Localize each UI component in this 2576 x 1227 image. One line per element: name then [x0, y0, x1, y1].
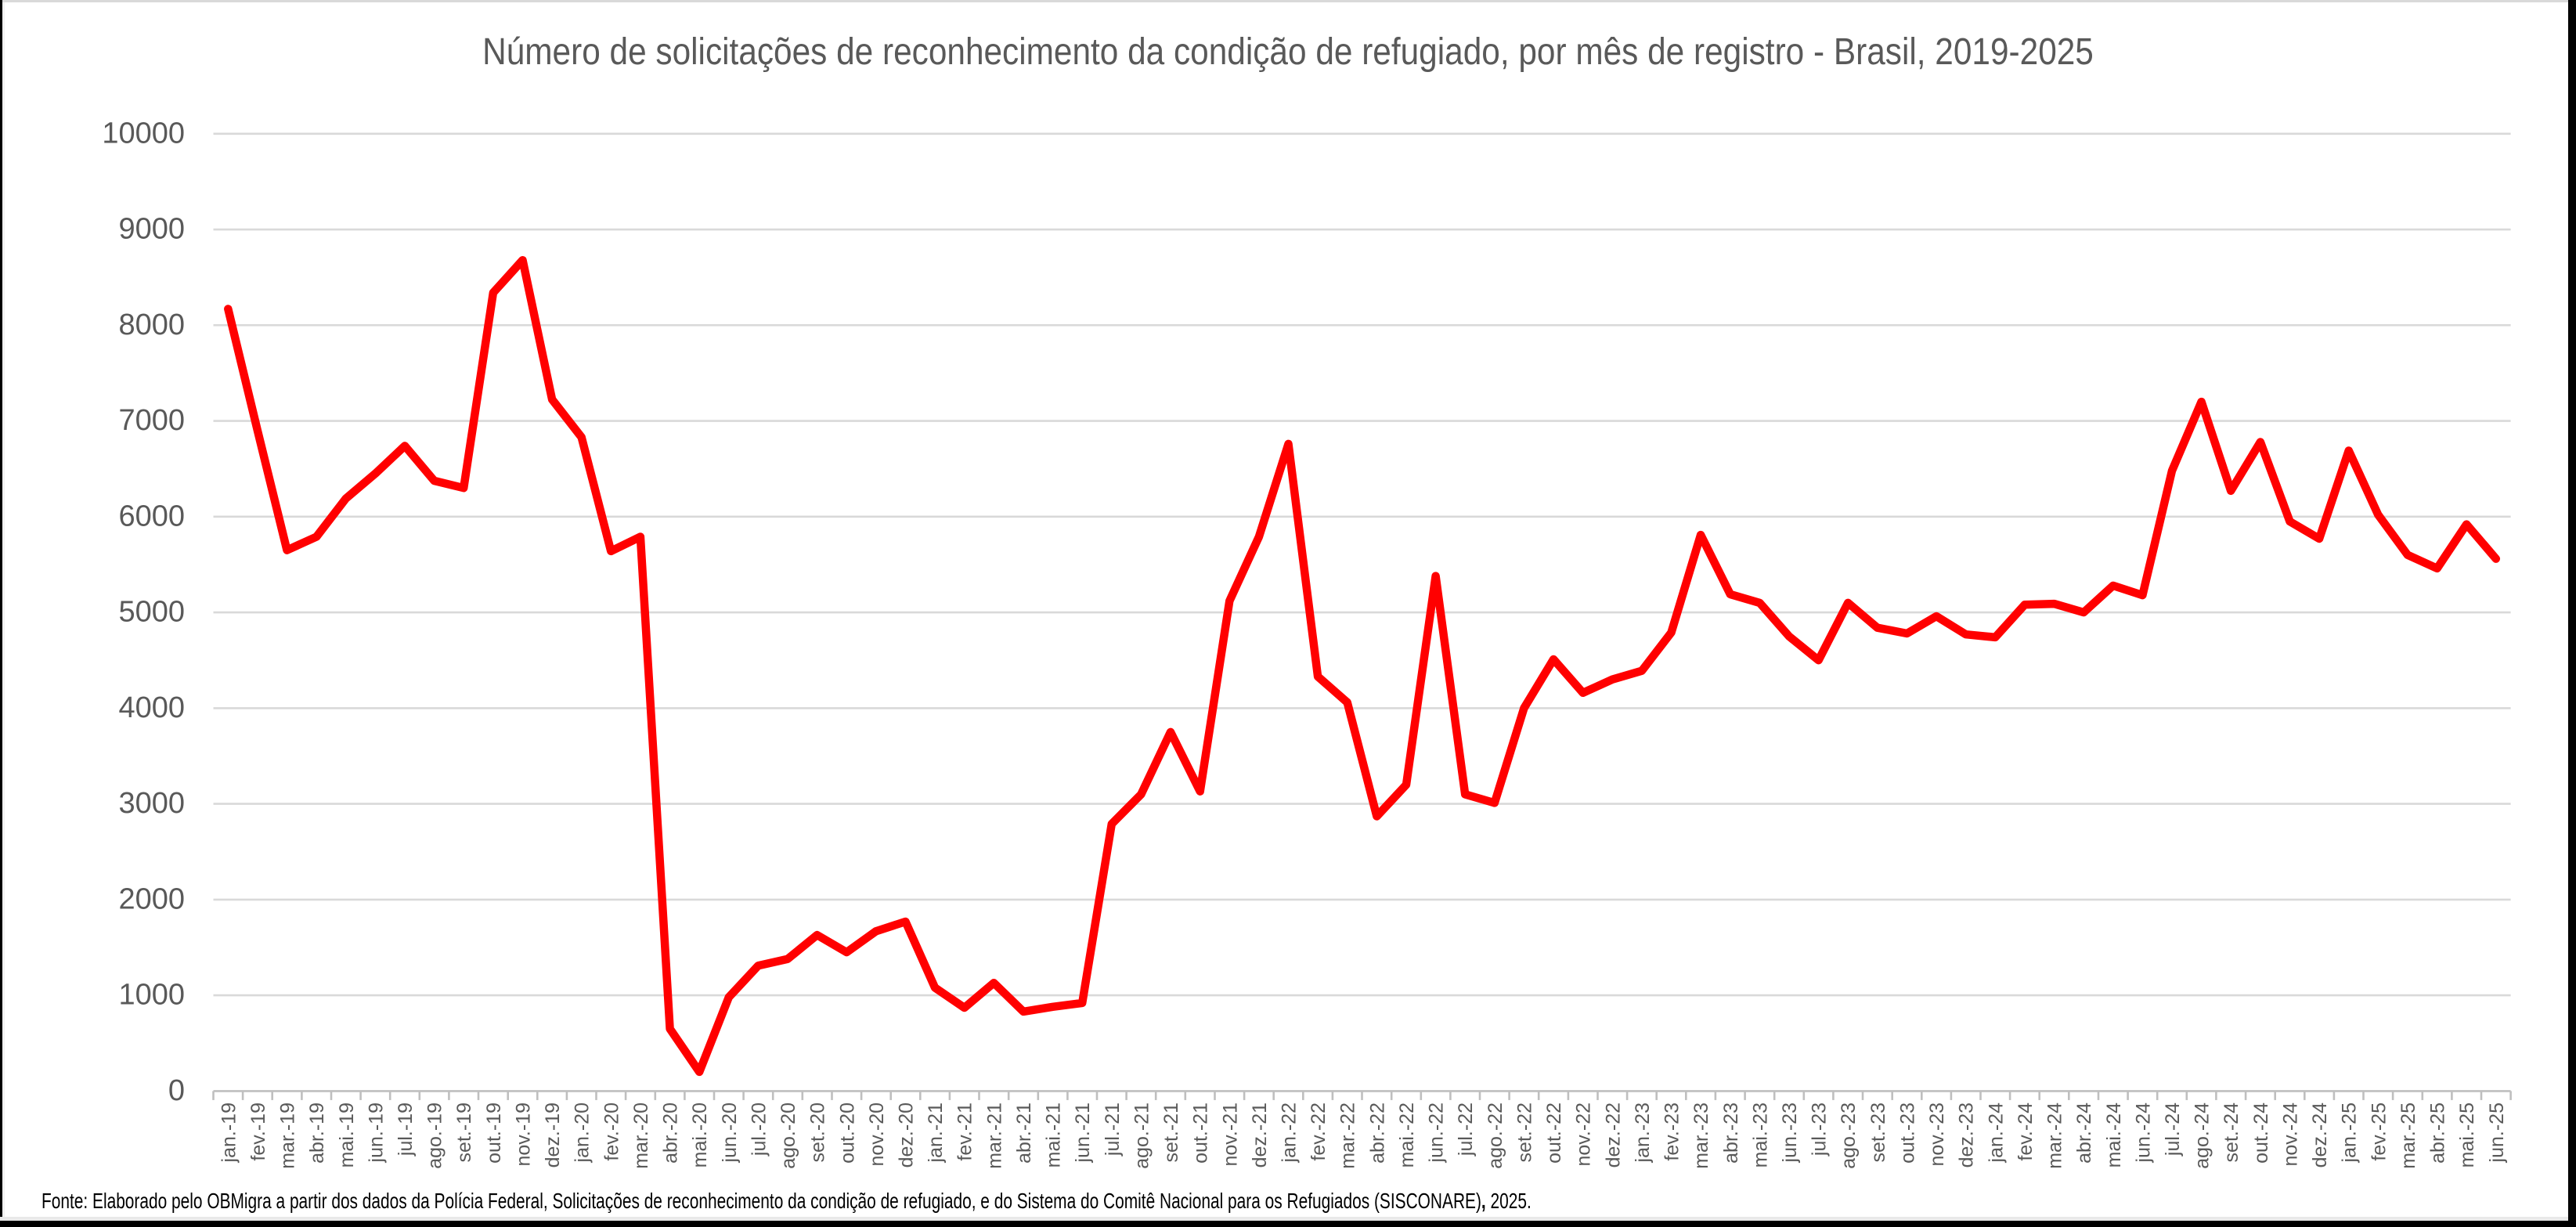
svg-text:dez.-24: dez.-24 [2309, 1102, 2331, 1167]
svg-text:ago.-24: ago.-24 [2192, 1102, 2213, 1169]
svg-text:set.-22: set.-22 [1513, 1102, 1535, 1162]
svg-text:jan.-25: jan.-25 [2339, 1102, 2361, 1163]
svg-text:jan.-21: jan.-21 [925, 1102, 947, 1163]
svg-text:out.-21: out.-21 [1190, 1102, 1212, 1164]
svg-text:jul.-23: jul.-23 [1809, 1102, 1831, 1157]
svg-text:jul.-22: jul.-22 [1455, 1102, 1477, 1157]
svg-text:jul.-19: jul.-19 [395, 1102, 417, 1157]
svg-text:mai.-24: mai.-24 [2103, 1102, 2125, 1167]
svg-text:ago.-21: ago.-21 [1131, 1102, 1153, 1169]
svg-text:ago.-22: ago.-22 [1485, 1102, 1506, 1169]
svg-text:dez.-21: dez.-21 [1249, 1102, 1271, 1167]
svg-text:mai.-22: mai.-22 [1396, 1102, 1418, 1167]
svg-text:nov.-21: nov.-21 [1219, 1102, 1241, 1167]
svg-text:1000: 1000 [118, 979, 185, 1012]
svg-text:jun.-22: jun.-22 [1426, 1102, 1448, 1163]
svg-text:5000: 5000 [118, 596, 185, 629]
svg-text:9000: 9000 [118, 213, 185, 246]
svg-text:2000: 2000 [118, 882, 185, 915]
svg-text:ago.-23: ago.-23 [1838, 1102, 1860, 1169]
svg-text:abr.-21: abr.-21 [1013, 1102, 1035, 1164]
svg-text:mar.-20: mar.-20 [630, 1102, 652, 1169]
svg-text:set.-21: set.-21 [1160, 1102, 1182, 1162]
svg-text:abr.-23: abr.-23 [1720, 1102, 1742, 1164]
svg-text:out.-19: out.-19 [483, 1102, 505, 1164]
svg-text:abr.-24: abr.-24 [2073, 1102, 2095, 1164]
svg-text:jul.-21: jul.-21 [1102, 1102, 1124, 1157]
svg-text:0: 0 [168, 1074, 185, 1107]
svg-text:10000: 10000 [102, 117, 185, 150]
svg-text:fev.-21: fev.-21 [954, 1102, 976, 1161]
svg-text:out.-20: out.-20 [836, 1102, 858, 1164]
svg-text:jun.-20: jun.-20 [719, 1102, 741, 1163]
svg-text:jan.-20: jan.-20 [572, 1102, 593, 1163]
svg-text:fev.-20: fev.-20 [601, 1102, 622, 1161]
svg-text:mai.-25: mai.-25 [2456, 1102, 2478, 1167]
svg-text:abr.-20: abr.-20 [660, 1102, 682, 1164]
svg-text:out.-24: out.-24 [2250, 1102, 2272, 1164]
svg-text:dez.-22: dez.-22 [1602, 1102, 1624, 1167]
svg-text:jan.-19: jan.-19 [218, 1102, 240, 1163]
svg-text:set.-20: set.-20 [807, 1102, 829, 1162]
svg-text:jul.-24: jul.-24 [2162, 1102, 2184, 1157]
svg-text:mar.-24: mar.-24 [2044, 1102, 2066, 1169]
svg-text:4000: 4000 [118, 691, 185, 724]
svg-text:8000: 8000 [118, 309, 185, 341]
svg-text:7000: 7000 [118, 404, 185, 437]
svg-text:abr.-25: abr.-25 [2427, 1102, 2449, 1164]
svg-text:jul.-20: jul.-20 [748, 1102, 770, 1157]
svg-text:mar.-21: mar.-21 [983, 1102, 1005, 1169]
svg-text:mai.-19: mai.-19 [336, 1102, 358, 1167]
svg-text:mar.-22: mar.-22 [1337, 1102, 1359, 1169]
svg-text:mai.-23: mai.-23 [1749, 1102, 1771, 1167]
svg-text:jun.-23: jun.-23 [1779, 1102, 1801, 1163]
svg-text:jan.-22: jan.-22 [1279, 1102, 1301, 1163]
svg-text:3000: 3000 [118, 787, 185, 820]
svg-text:mar.-23: mar.-23 [1690, 1102, 1712, 1169]
svg-text:fev.-23: fev.-23 [1661, 1102, 1683, 1161]
svg-text:out.-22: out.-22 [1543, 1102, 1565, 1164]
svg-text:ago.-20: ago.-20 [777, 1102, 799, 1169]
svg-text:out.-23: out.-23 [1897, 1102, 1919, 1164]
svg-text:set.-19: set.-19 [453, 1102, 475, 1162]
svg-text:jun.-19: jun.-19 [365, 1102, 387, 1163]
svg-text:jan.-23: jan.-23 [1632, 1102, 1654, 1163]
svg-text:mai.-21: mai.-21 [1043, 1102, 1065, 1167]
svg-text:jun.-25: jun.-25 [2486, 1102, 2508, 1163]
svg-text:dez.-20: dez.-20 [896, 1102, 918, 1167]
svg-text:dez.-19: dez.-19 [542, 1102, 564, 1167]
svg-text:fev.-24: fev.-24 [2015, 1102, 2037, 1161]
svg-text:abr.-22: abr.-22 [1366, 1102, 1388, 1164]
svg-text:jun.-24: jun.-24 [2132, 1102, 2154, 1164]
svg-text:fev.-19: fev.-19 [247, 1102, 269, 1161]
svg-text:abr.-19: abr.-19 [306, 1102, 328, 1164]
svg-text:dez.-23: dez.-23 [1956, 1102, 1978, 1167]
svg-text:set.-23: set.-23 [1867, 1102, 1889, 1162]
svg-text:mar.-19: mar.-19 [277, 1102, 299, 1169]
svg-text:mar.-25: mar.-25 [2397, 1102, 2419, 1169]
svg-text:mai.-20: mai.-20 [689, 1102, 711, 1167]
svg-text:nov.-24: nov.-24 [2280, 1102, 2302, 1167]
svg-text:set.-24: set.-24 [2221, 1102, 2242, 1163]
svg-text:nov.-20: nov.-20 [866, 1102, 888, 1167]
svg-text:nov.-23: nov.-23 [1926, 1102, 1948, 1167]
svg-text:jan.-24: jan.-24 [1985, 1102, 2007, 1164]
svg-text:nov.-19: nov.-19 [513, 1102, 535, 1167]
svg-text:fev.-22: fev.-22 [1308, 1102, 1329, 1161]
svg-text:ago.-19: ago.-19 [424, 1102, 446, 1169]
svg-text:jun.-21: jun.-21 [1072, 1102, 1094, 1163]
svg-text:6000: 6000 [118, 500, 185, 532]
svg-text:fev.-25: fev.-25 [2368, 1102, 2390, 1161]
svg-text:nov.-22: nov.-22 [1573, 1102, 1595, 1167]
